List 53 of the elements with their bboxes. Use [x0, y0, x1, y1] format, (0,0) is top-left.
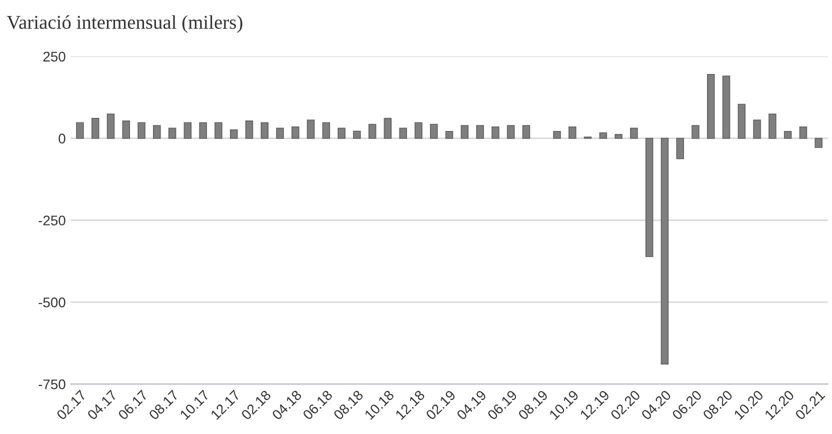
bar — [322, 122, 330, 139]
bar — [91, 118, 100, 139]
bar — [799, 126, 808, 139]
bar — [153, 125, 161, 139]
bar — [768, 114, 776, 139]
bar — [76, 122, 84, 139]
bar — [122, 120, 130, 139]
bar — [599, 132, 608, 139]
bar — [522, 125, 530, 139]
bar — [476, 125, 484, 139]
bar — [245, 120, 254, 139]
y-tick-label: 250 — [43, 52, 66, 62]
bar — [707, 74, 715, 139]
bar — [660, 138, 669, 365]
y-tick-label: -500 — [38, 298, 66, 308]
bar — [414, 122, 422, 139]
bar — [692, 125, 700, 139]
bar — [568, 126, 576, 139]
bar — [722, 76, 730, 139]
bar — [630, 128, 638, 139]
bar — [276, 128, 284, 139]
bar — [645, 138, 654, 258]
bar — [738, 104, 746, 139]
bar — [399, 128, 407, 139]
bar — [353, 130, 361, 139]
bar — [230, 129, 238, 139]
bar — [492, 126, 500, 139]
bar — [460, 125, 469, 139]
bar — [384, 118, 392, 139]
bar — [676, 138, 684, 160]
bar — [138, 122, 146, 139]
bar — [338, 128, 346, 139]
bar — [445, 131, 454, 139]
chart-subtitle: Variació intermensual (milers) — [6, 15, 242, 33]
bar — [614, 134, 622, 139]
bar — [753, 120, 761, 139]
bar — [368, 124, 376, 139]
bar — [168, 128, 176, 139]
bar — [553, 131, 561, 139]
bar — [814, 138, 822, 148]
bar — [306, 120, 315, 139]
bar — [430, 124, 438, 139]
y-tick-label: -750 — [38, 379, 66, 390]
bar — [214, 122, 222, 139]
bar — [784, 131, 792, 139]
bar — [199, 122, 207, 139]
bar — [506, 125, 515, 139]
bar — [260, 122, 268, 139]
bar — [292, 126, 300, 139]
bar — [106, 114, 115, 139]
bar — [184, 122, 192, 139]
y-tick-label: -250 — [38, 216, 66, 226]
y-tick-label: 0 — [58, 134, 66, 144]
